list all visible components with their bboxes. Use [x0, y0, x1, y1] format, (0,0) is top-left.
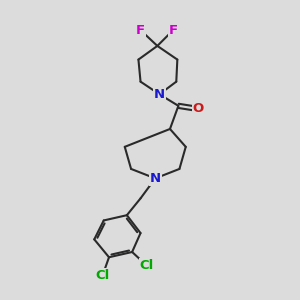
Text: Cl: Cl: [140, 259, 154, 272]
Text: F: F: [136, 24, 145, 37]
Text: N: N: [150, 172, 161, 185]
Text: F: F: [169, 24, 178, 37]
Text: Cl: Cl: [96, 268, 110, 282]
Text: O: O: [193, 103, 204, 116]
Text: N: N: [154, 88, 165, 101]
